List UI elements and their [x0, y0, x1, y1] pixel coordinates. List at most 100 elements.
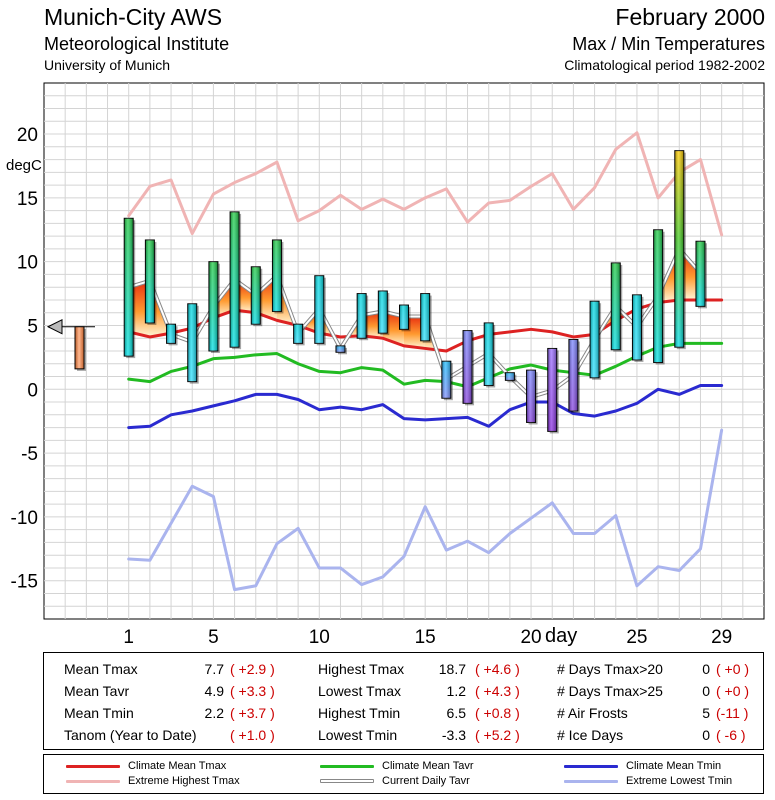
legend-swatch-mean-tavr [320, 765, 374, 768]
warm-anomaly-fill [679, 248, 701, 300]
bar-highlight [187, 303, 197, 382]
ytd-anomaly-bar [74, 326, 85, 370]
stat-mean-tavr-anom: ( +3.3 ) [230, 683, 275, 699]
bar-highlight [272, 239, 282, 312]
climatological-period: Climatological period 1982-2002 [564, 57, 765, 73]
stat-highest-tmax-anom: ( +4.6 ) [475, 661, 520, 677]
y-tick-label: 15 [17, 189, 38, 210]
daily-temp-bar [399, 304, 411, 332]
stat-mean-tavr-label: Mean Tavr [64, 683, 130, 699]
station-title: Munich-City AWS [44, 4, 223, 30]
stat-mean-tmax-label: Mean Tmax [64, 661, 138, 677]
bar-highlight [251, 266, 261, 325]
climate-mean-tmax-line [127, 298, 724, 353]
warm-anomaly-fill [361, 311, 383, 339]
chart-subtitle: Max / Min Temperatures [572, 34, 765, 54]
daily-temp-bar [695, 240, 707, 309]
stat-lowest-tmax-anom: ( +4.3 ) [475, 683, 520, 699]
legend-swatch-current-tavr [320, 779, 374, 783]
bar-highlight [420, 293, 430, 341]
daily-temp-bar [653, 229, 665, 365]
bar-highlight [526, 370, 536, 423]
bar-highlight [674, 150, 684, 348]
bar-highlight [166, 324, 176, 344]
stat-tanom-anom: ( +1.0 ) [230, 727, 275, 743]
y-tick-label: 0 [27, 380, 38, 401]
stat-highest-tmax-label: Highest Tmax [318, 661, 405, 677]
bar-highlight [590, 301, 600, 378]
bar-highlight [124, 218, 134, 357]
legend-swatch-mean-tmax [66, 765, 120, 768]
bar-highlight [399, 305, 409, 330]
legend-label-extreme-high: Extreme Highest Tmax [128, 775, 240, 787]
daily-temp-bar [250, 266, 263, 327]
stat-days-tmax20-anom: ( +0 ) [716, 661, 750, 677]
bar-highlight [653, 229, 663, 363]
daily-temp-bar [144, 239, 157, 325]
stat-air-frosts-anom: (-11 ) [716, 705, 749, 721]
daily-temp-bar [589, 300, 602, 380]
daily-temp-bar [293, 323, 305, 346]
stat-mean-tmin-label: Mean Tmin [64, 705, 134, 721]
warm-anomaly-fill [128, 280, 150, 337]
x-tick-label: 5 [208, 627, 219, 648]
stat-days-tmax20-label: # Days Tmax>20 [557, 661, 663, 677]
stat-days-tmax25-anom: ( +0 ) [716, 683, 750, 699]
stat-mean-tmin-value: 2.2 [204, 705, 224, 721]
daily-temp-bar [377, 290, 390, 336]
daily-temp-bar [441, 360, 453, 401]
bar-highlight [484, 322, 494, 386]
bar-highlight [145, 239, 155, 323]
stat-ice-days-value: 0 [702, 727, 710, 743]
stat-mean-tmax-value: 7.7 [204, 661, 224, 677]
legend-label-mean-tmax: Climate Mean Tmax [128, 760, 227, 772]
x-tick-label: 20 [520, 627, 541, 648]
extreme-highest-tmax-line [127, 131, 724, 237]
bar-highlight [463, 330, 473, 404]
stat-mean-tavr-value: 4.9 [204, 683, 224, 699]
bar-highlight [357, 293, 367, 339]
warm-anomaly-fill [234, 279, 256, 313]
y-tick-label: -15 [11, 572, 38, 593]
y-tick-label: -10 [11, 508, 38, 529]
statistics-panel: Mean Tmax 7.7 ( +2.9 ) Mean Tavr 4.9 ( +… [43, 652, 764, 750]
current-daily-tavr-line-inner [127, 247, 702, 398]
bar-highlight [632, 294, 642, 360]
daily-temp-bar [547, 347, 559, 434]
bar-highlight [378, 291, 388, 334]
climate-mean-tmin-line [127, 383, 724, 430]
bar-highlight [230, 211, 240, 348]
daily-temp-bar [271, 239, 284, 314]
stat-lowest-tmin-value: -3.3 [441, 727, 466, 743]
stat-highest-tmin-anom: ( +0.8 ) [475, 705, 520, 721]
warm-anomaly-fill [404, 316, 426, 349]
y-tick-label: -5 [21, 444, 38, 465]
stat-mean-tmin-anom: ( +3.7 ) [230, 705, 275, 721]
bar-highlight [547, 348, 557, 432]
stat-highest-tmin-label: Highest Tmin [318, 705, 401, 721]
stat-days-tmax25-label: # Days Tmax>25 [557, 683, 663, 699]
bar-highlight [611, 262, 621, 350]
daily-temp-bar [208, 261, 220, 353]
legend-label-mean-tavr: Climate Mean Tavr [382, 760, 474, 772]
ytd-arrow-marker [46, 318, 63, 335]
bar-highlight [505, 372, 515, 381]
x-tick-label: 29 [711, 627, 732, 648]
daily-temp-bar [631, 294, 644, 362]
x-axis-label: day [545, 625, 577, 647]
bar-highlight [441, 361, 451, 399]
climate-mean-tavr-line [127, 341, 724, 389]
daily-temp-bar [504, 372, 517, 383]
stat-lowest-tmax-value: 1.2 [446, 683, 466, 699]
daily-temp-bar [674, 150, 686, 350]
y-tick-label: 10 [17, 253, 38, 274]
month-title: February 2000 [615, 4, 765, 30]
daily-temp-bar [335, 345, 347, 355]
legend-label-extreme-low: Extreme Lowest Tmin [626, 775, 733, 787]
daily-temp-bar [483, 322, 496, 388]
stat-lowest-tmax-label: Lowest Tmax [318, 683, 401, 699]
y-tick-label: 20 [17, 125, 38, 146]
daily-temp-bar [166, 323, 178, 346]
daily-temp-bar [229, 211, 242, 350]
